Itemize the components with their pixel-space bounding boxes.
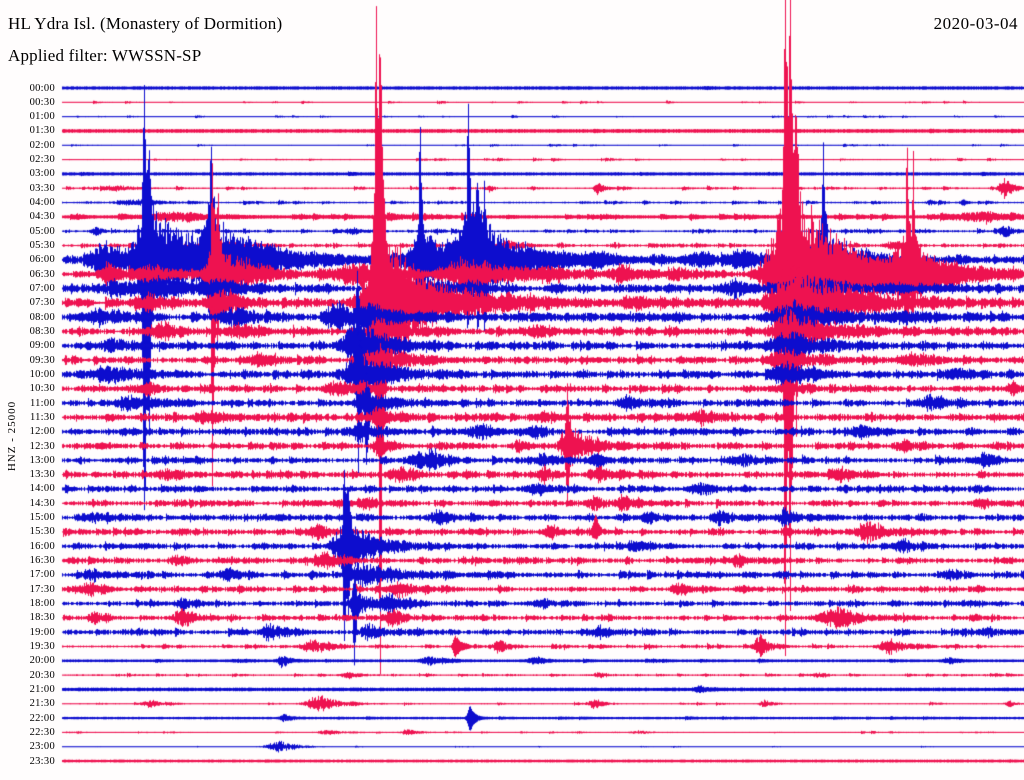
row-time-label: 02:00 bbox=[29, 139, 55, 151]
row-time-label: 23:30 bbox=[29, 755, 55, 767]
row-time-label: 15:00 bbox=[29, 512, 55, 524]
row-time-label: 06:30 bbox=[29, 268, 55, 280]
row-time-label: 22:30 bbox=[29, 726, 55, 738]
row-time-label: 12:30 bbox=[29, 440, 55, 452]
row-time-label: 22:00 bbox=[29, 712, 55, 724]
row-time-label: 05:00 bbox=[29, 225, 55, 237]
row-time-label: 15:30 bbox=[29, 526, 55, 538]
row-time-label: 02:30 bbox=[29, 154, 55, 166]
row-time-label: 18:00 bbox=[29, 598, 55, 610]
row-time-label: 08:30 bbox=[29, 325, 55, 337]
row-time-label: 18:30 bbox=[29, 612, 55, 624]
row-time-label: 11:30 bbox=[29, 411, 55, 423]
row-time-label: 21:00 bbox=[29, 683, 55, 695]
row-time-label: 13:00 bbox=[29, 454, 55, 466]
row-time-label: 14:00 bbox=[29, 483, 55, 495]
row-time-label: 00:30 bbox=[29, 96, 55, 108]
row-time-label: 14:30 bbox=[29, 497, 55, 509]
row-time-label: 10:00 bbox=[29, 368, 55, 380]
row-time-label: 10:30 bbox=[29, 383, 55, 395]
station-title: HL Ydra Isl. (Monastery of Dormition) bbox=[8, 14, 283, 33]
row-time-label: 13:30 bbox=[29, 469, 55, 481]
row-time-label: 06:00 bbox=[29, 254, 55, 266]
row-time-label: 12:00 bbox=[29, 426, 55, 438]
row-time-label: 07:30 bbox=[29, 297, 55, 309]
row-time-label: 03:00 bbox=[29, 168, 55, 180]
row-time-label: 03:30 bbox=[29, 182, 55, 194]
row-time-label: 23:00 bbox=[29, 741, 55, 753]
row-time-label: 19:00 bbox=[29, 626, 55, 638]
row-time-label: 17:30 bbox=[29, 583, 55, 595]
row-time-label: 16:30 bbox=[29, 555, 55, 567]
row-time-label: 09:30 bbox=[29, 354, 55, 366]
row-time-label: 08:00 bbox=[29, 311, 55, 323]
row-time-label: 19:30 bbox=[29, 640, 55, 652]
row-time-label: 07:00 bbox=[29, 282, 55, 294]
row-time-label: 21:30 bbox=[29, 698, 55, 710]
plot-date: 2020-03-04 bbox=[933, 14, 1018, 33]
row-time-label: 09:00 bbox=[29, 340, 55, 352]
row-time-label: 20:00 bbox=[29, 655, 55, 667]
row-time-label: 20:30 bbox=[29, 669, 55, 681]
filter-label: Applied filter: WWSSN-SP bbox=[8, 46, 202, 65]
row-time-label: 05:30 bbox=[29, 240, 55, 252]
row-time-label: 16:00 bbox=[29, 540, 55, 552]
row-time-label: 17:00 bbox=[29, 569, 55, 581]
row-time-label: 04:30 bbox=[29, 211, 55, 223]
row-time-label: 04:00 bbox=[29, 197, 55, 209]
row-time-label: 01:30 bbox=[29, 125, 55, 137]
row-time-label: 01:00 bbox=[29, 111, 55, 123]
row-time-label: 00:00 bbox=[29, 82, 55, 94]
row-time-label: 11:00 bbox=[29, 397, 55, 409]
